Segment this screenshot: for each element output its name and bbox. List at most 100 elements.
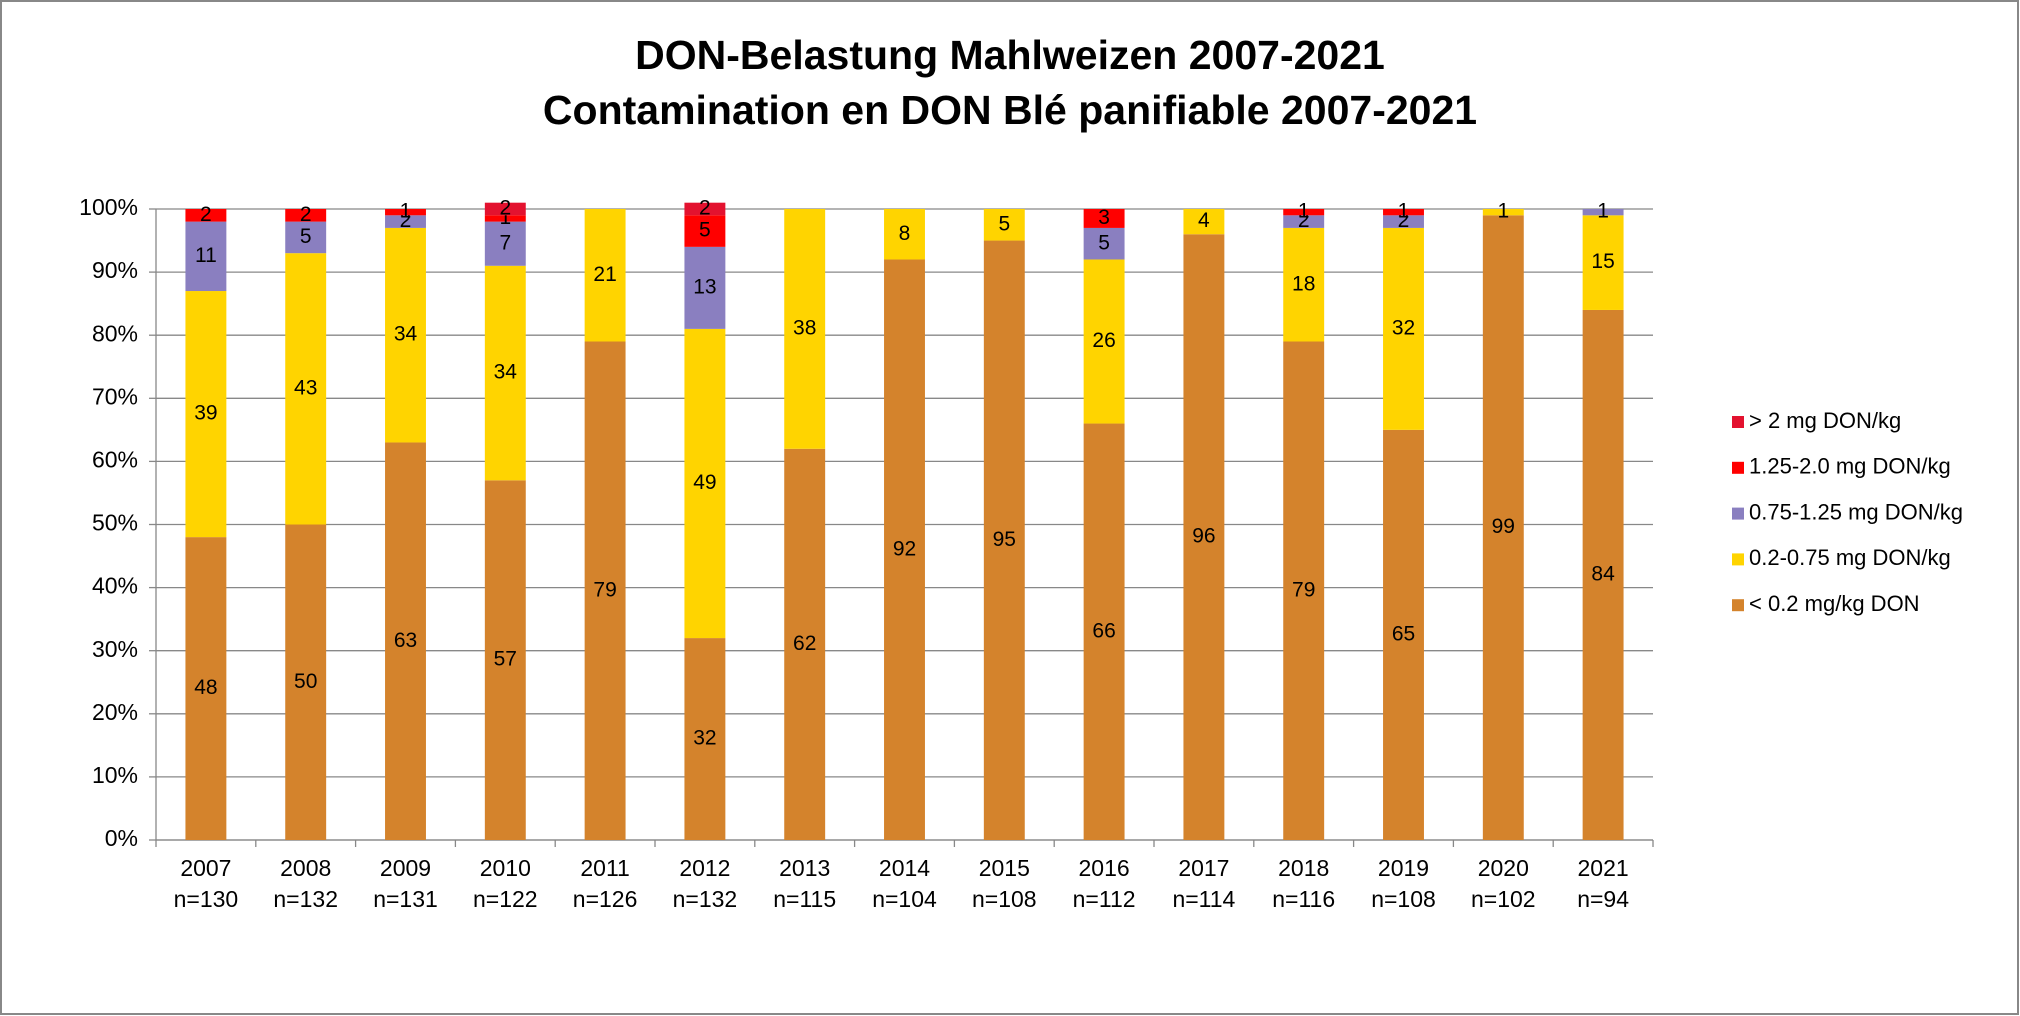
y-tick-label: 20% bbox=[92, 699, 138, 725]
data-label: 49 bbox=[693, 471, 716, 494]
bar-segment bbox=[385, 215, 426, 228]
data-label: 5 bbox=[699, 219, 711, 242]
x-tick-sublabel: n=132 bbox=[673, 886, 738, 912]
legend-label: > 2 mg DON/kg bbox=[1749, 408, 1901, 433]
x-tick-label: 2021 bbox=[1578, 855, 1629, 881]
y-tick-label: 80% bbox=[92, 320, 138, 346]
data-label: 3 bbox=[1098, 206, 1110, 229]
bar-segment bbox=[584, 209, 626, 342]
x-tick-sublabel: n=116 bbox=[1272, 886, 1335, 912]
data-label: 11 bbox=[195, 244, 217, 267]
data-label: 79 bbox=[593, 578, 616, 601]
data-label: 43 bbox=[294, 376, 317, 399]
x-tick-sublabel: n=108 bbox=[1371, 886, 1436, 912]
data-label: 15 bbox=[1591, 250, 1614, 273]
data-label: 2 bbox=[200, 203, 212, 226]
data-label: 26 bbox=[1092, 329, 1115, 352]
legend-label: 1.25-2.0 mg DON/kg bbox=[1749, 454, 1951, 479]
data-label: 38 bbox=[793, 316, 816, 339]
bar-segment bbox=[1283, 215, 1325, 228]
data-label: 2 bbox=[1298, 209, 1310, 232]
bar-segment bbox=[1083, 227, 1125, 260]
bar-segment bbox=[1083, 259, 1125, 424]
x-tick-label: 2010 bbox=[480, 855, 531, 881]
x-tick-sublabel: n=122 bbox=[473, 886, 538, 912]
x-tick-sublabel: n=102 bbox=[1471, 886, 1536, 912]
data-label: 4 bbox=[1198, 209, 1210, 232]
bar-segment bbox=[385, 209, 426, 216]
bar-segment bbox=[1283, 227, 1325, 342]
data-label: 32 bbox=[693, 727, 716, 750]
data-label: 5 bbox=[998, 212, 1010, 235]
bar-segment bbox=[484, 265, 526, 481]
bar-segment bbox=[285, 253, 327, 525]
data-label: 50 bbox=[294, 670, 317, 693]
bar-segment bbox=[1383, 429, 1424, 840]
data-label: 1 bbox=[1597, 200, 1609, 223]
x-tick-sublabel: n=126 bbox=[573, 886, 638, 912]
x-tick-label: 2011 bbox=[580, 855, 629, 881]
x-tick-sublabel: n=115 bbox=[773, 886, 836, 912]
data-label: 1 bbox=[1497, 200, 1509, 223]
x-tick-label: 2013 bbox=[779, 855, 830, 881]
x-tick-label: 2009 bbox=[380, 855, 431, 881]
data-label: 48 bbox=[194, 676, 217, 699]
x-tick-label: 2008 bbox=[280, 855, 331, 881]
bar-segment bbox=[584, 341, 626, 840]
data-label: 2 bbox=[1398, 209, 1410, 232]
bar-segment bbox=[1283, 341, 1325, 840]
bar-segment bbox=[1383, 215, 1424, 228]
y-tick-label: 40% bbox=[92, 573, 138, 599]
bar-segment bbox=[1582, 215, 1624, 310]
legend-label: < 0.2 mg/kg DON bbox=[1749, 591, 1920, 616]
bar-segment bbox=[1083, 423, 1125, 840]
data-label: 57 bbox=[494, 648, 517, 671]
data-label: 2 bbox=[400, 209, 412, 232]
bar-segment bbox=[684, 246, 726, 329]
data-label: 92 bbox=[893, 537, 916, 560]
bar-segment bbox=[385, 442, 426, 840]
legend-swatch bbox=[1732, 461, 1744, 474]
legend-label: 0.75-1.25 mg DON/kg bbox=[1749, 499, 1963, 524]
data-label: 1 bbox=[400, 200, 412, 223]
y-tick-label: 60% bbox=[92, 446, 138, 472]
y-tick-label: 70% bbox=[92, 383, 138, 409]
chart-title: DON-Belastung Mahlweizen 2007-2021 bbox=[635, 32, 1385, 78]
x-tick-sublabel: n=132 bbox=[273, 886, 338, 912]
data-label: 39 bbox=[194, 402, 217, 425]
y-tick-label: 90% bbox=[92, 257, 138, 283]
x-tick-sublabel: n=114 bbox=[1172, 886, 1235, 912]
bar-segment bbox=[1183, 209, 1225, 235]
bar-segment bbox=[484, 202, 526, 216]
bar-segment bbox=[884, 259, 925, 841]
bar-segment bbox=[1582, 309, 1624, 841]
data-label: 95 bbox=[993, 528, 1016, 551]
bar-segment bbox=[285, 221, 327, 254]
bar-segment bbox=[484, 221, 526, 266]
bar-segment bbox=[1383, 227, 1424, 430]
x-tick-sublabel: n=104 bbox=[872, 886, 937, 912]
data-label: 13 bbox=[693, 275, 716, 298]
data-label: 18 bbox=[1292, 272, 1315, 295]
data-label: 96 bbox=[1192, 525, 1215, 548]
y-tick-label: 30% bbox=[92, 636, 138, 662]
bar-segment bbox=[684, 202, 726, 216]
chart-subtitle: Contamination en DON Blé panifiable 2007… bbox=[543, 87, 1477, 133]
bar-segment bbox=[684, 215, 726, 247]
data-label: 8 bbox=[899, 222, 911, 245]
bar-segment bbox=[185, 291, 227, 538]
bar-segment bbox=[1083, 209, 1125, 228]
bar-segment bbox=[1582, 209, 1624, 216]
bar-segment bbox=[983, 240, 1025, 841]
bar-segment bbox=[285, 209, 327, 222]
bar-segment bbox=[1482, 209, 1524, 216]
bar-segment bbox=[185, 209, 227, 222]
bar-segment bbox=[185, 537, 227, 840]
data-label: 62 bbox=[793, 632, 816, 655]
data-label: 84 bbox=[1591, 563, 1615, 586]
x-tick-label: 2019 bbox=[1378, 855, 1429, 881]
data-label: 5 bbox=[1098, 231, 1110, 254]
x-tick-label: 2015 bbox=[979, 855, 1030, 881]
data-label: 79 bbox=[1292, 578, 1315, 601]
